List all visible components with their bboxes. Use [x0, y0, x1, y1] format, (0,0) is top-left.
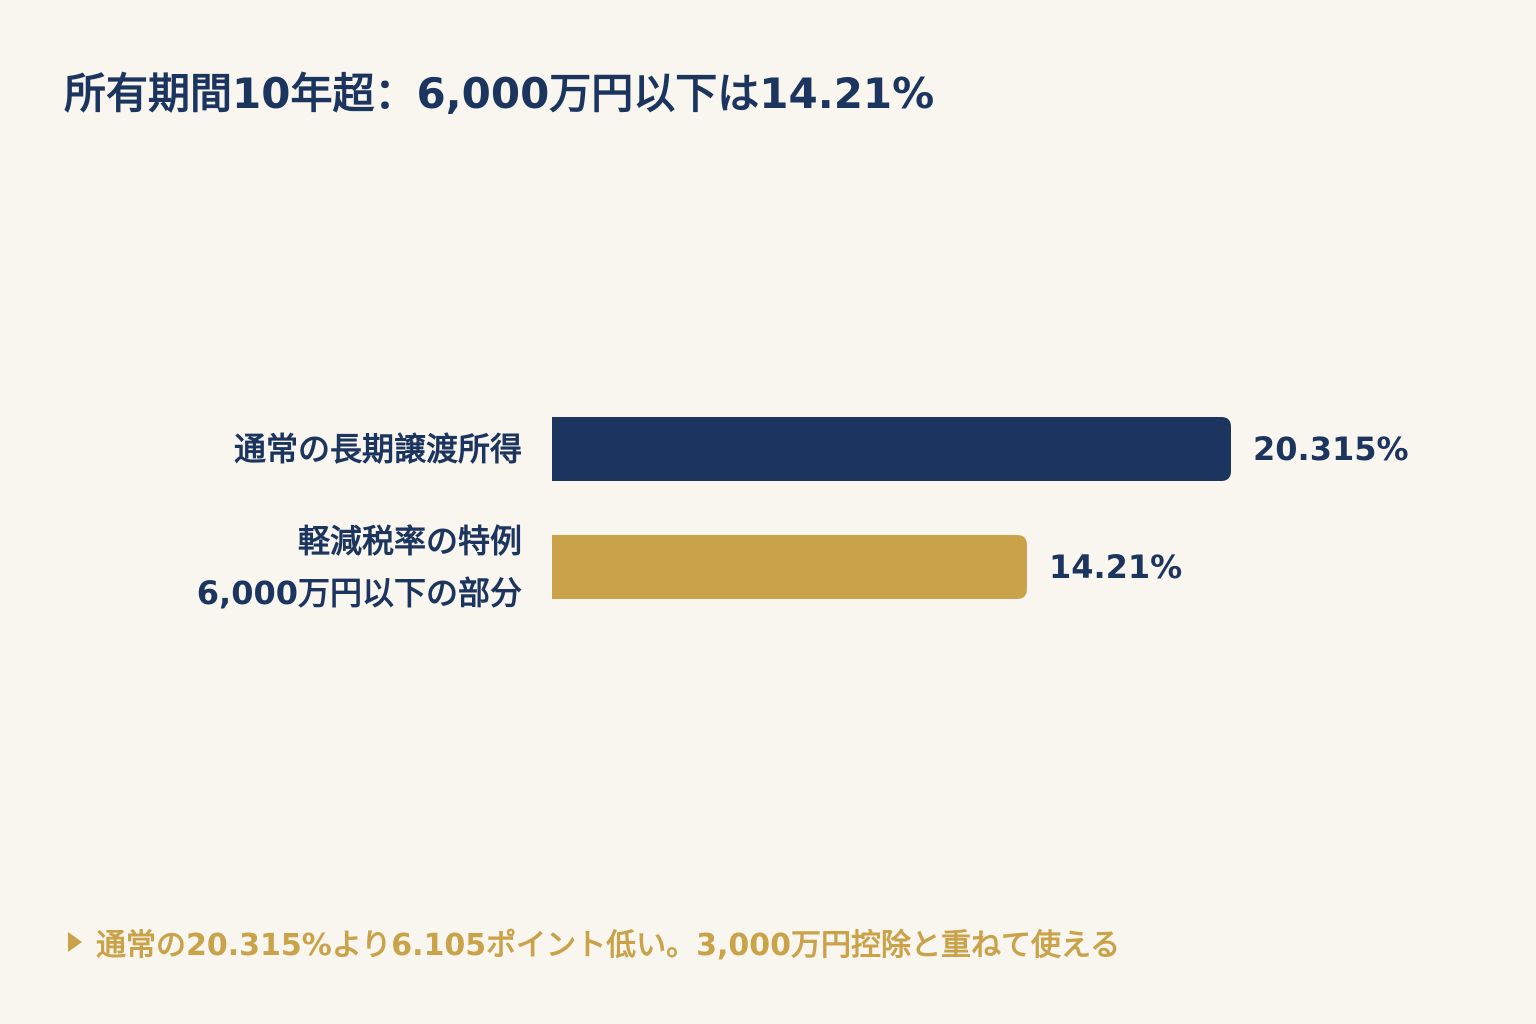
bar: [552, 535, 1027, 599]
category-label: 軽減税率の特例 6,000万円以下の部分: [196, 522, 522, 612]
bar: [552, 417, 1231, 481]
note-marker: [68, 932, 82, 952]
value-label: 14.21%: [1048, 548, 1183, 586]
chart-title: 所有期間10年超：6,000万円以下は14.21%: [64, 69, 935, 118]
annotation: 通常の20.315%より6.105ポイント低い。3,000万円控除と重ねて使える: [96, 928, 1121, 963]
category-label: 通常の長期譲渡所得: [233, 430, 522, 468]
value-label: 20.315%: [1253, 430, 1409, 468]
